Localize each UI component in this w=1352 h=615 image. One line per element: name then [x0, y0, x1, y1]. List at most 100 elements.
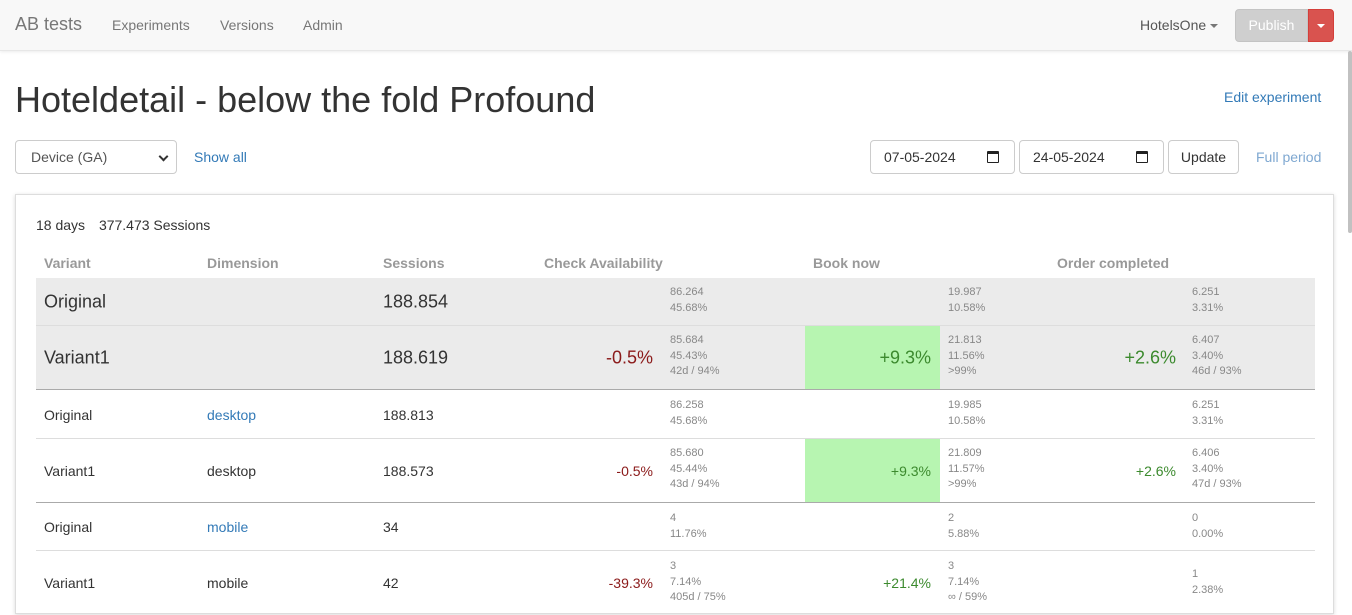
scrollbar[interactable]: [1348, 51, 1352, 233]
oc-count: 6.251: [1192, 286, 1220, 298]
bn-count: 3: [948, 560, 955, 572]
sessions-value: 42: [383, 575, 399, 591]
publish-button[interactable]: Publish: [1235, 9, 1308, 42]
ca-significance: 43d / 94%: [670, 478, 720, 490]
calendar-icon[interactable]: [987, 151, 999, 163]
account-dropdown[interactable]: HotelsOne: [1140, 17, 1219, 33]
ca-count: 85.680: [670, 447, 704, 459]
table-row: Original 188.854 86.264 45.68% 19.987 10.5…: [36, 278, 1315, 326]
header-dimension: Dimension: [207, 255, 279, 271]
update-button[interactable]: Update: [1168, 140, 1239, 174]
nav-versions[interactable]: Versions: [220, 17, 274, 33]
bn-delta: +9.3%: [890, 463, 931, 479]
highlight-cell: [805, 439, 940, 502]
bn-count: 21.809: [948, 447, 982, 459]
caret-down-icon: [1317, 24, 1325, 28]
variant-name: Variant1: [44, 575, 96, 591]
bn-rate: 5.88%: [948, 527, 980, 540]
bn-rate: 11.56%: [948, 349, 985, 362]
row-divider: [36, 389, 1315, 390]
bn-count: 2: [948, 512, 955, 524]
oc-count: 0: [1192, 512, 1199, 524]
oc-significance: 46d / 93%: [1192, 365, 1242, 377]
oc-count: 6.251: [1192, 399, 1220, 411]
ca-stats: 86.258 45.68%: [670, 398, 707, 429]
ca-rate: 7.14%: [670, 575, 702, 588]
dimension-value: mobile: [207, 575, 249, 591]
ca-stats: 85.680 45.44% 43d / 94%: [670, 446, 720, 493]
summary-sessions: 377.473 Sessions: [98, 217, 211, 233]
bn-stats: 21.813 11.56% >99%: [948, 333, 985, 380]
bn-rate: 10.58%: [948, 301, 986, 314]
brand[interactable]: AB tests: [15, 14, 83, 34]
ca-count: 4: [670, 512, 677, 524]
oc-delta: +2.6%: [1124, 347, 1176, 368]
navbar: AB tests Experiments Versions Admin Hote…: [0, 0, 1352, 51]
oc-count: 6.407: [1192, 334, 1220, 346]
oc-stats: 0 0.00%: [1192, 511, 1223, 542]
oc-rate: 3.31%: [1192, 414, 1224, 427]
oc-delta: +2.6%: [1135, 463, 1176, 479]
ca-rate: 45.68%: [670, 301, 708, 314]
header-book-now: Book now: [813, 255, 880, 271]
bn-count: 19.985: [948, 399, 982, 411]
oc-stats: 6.407 3.40% 46d / 93%: [1192, 333, 1242, 380]
ca-delta: -0.5%: [616, 463, 653, 479]
oc-stats: 1 2.38%: [1192, 567, 1223, 598]
bn-count: 21.813: [948, 334, 982, 346]
ca-count: 86.258: [670, 399, 704, 411]
oc-stats: 6.251 3.31%: [1192, 285, 1223, 316]
ca-stats: 4 11.76%: [670, 511, 707, 542]
dimension-link-desktop[interactable]: desktop: [207, 406, 257, 423]
summary: 18 days 377.473 Sessions: [36, 217, 220, 233]
variant-name: Original: [44, 291, 107, 312]
ca-rate: 45.68%: [670, 414, 708, 427]
dimension-value: desktop: [207, 463, 257, 479]
sessions-value: 188.619: [383, 347, 449, 368]
bn-count: 19.987: [948, 286, 982, 298]
nav-experiments[interactable]: Experiments: [112, 17, 190, 33]
nav-admin[interactable]: Admin: [303, 17, 343, 33]
bn-delta: +21.4%: [883, 575, 931, 591]
ca-rate: 11.76%: [670, 527, 707, 540]
table-row: Variant1 mobile 42 -39.3% 3 7.14% 405d / 7…: [36, 551, 1315, 615]
date-to-input[interactable]: 24-05-2024: [1019, 140, 1164, 174]
show-all-link[interactable]: Show all: [194, 149, 247, 165]
caret-down-icon: [1210, 24, 1219, 29]
header-order-completed: Order completed: [1057, 255, 1170, 271]
sessions-value: 188.573: [383, 463, 434, 479]
sessions-value: 34: [383, 519, 399, 535]
oc-rate: 2.38%: [1192, 583, 1224, 596]
edit-experiment-link[interactable]: Edit experiment: [1224, 89, 1322, 105]
dimension-select[interactable]: Device (GA): [15, 140, 177, 174]
ca-stats: 86.264 45.68%: [670, 285, 707, 316]
dimension-select-value: Device (GA): [31, 149, 108, 165]
chevron-down-icon: [158, 151, 169, 162]
oc-rate: 3.40%: [1192, 349, 1224, 362]
table-row: Variant1 188.619 -0.5% 85.684 45.43% 42d /…: [36, 326, 1315, 390]
ca-significance: 42d / 94%: [670, 365, 720, 377]
publish-dropdown-toggle[interactable]: [1308, 9, 1334, 42]
oc-rate: 3.40%: [1192, 462, 1224, 475]
row-divider: [36, 502, 1315, 503]
header-variant: Variant: [44, 255, 91, 271]
bn-rate: 7.14%: [948, 575, 980, 588]
bn-stats: 3 7.14% ∞ / 59%: [948, 559, 987, 606]
full-period-link[interactable]: Full period: [1256, 149, 1322, 165]
ca-delta: -39.3%: [608, 575, 653, 591]
calendar-icon[interactable]: [1136, 151, 1148, 163]
date-from-value: 07-05-2024: [884, 149, 956, 165]
oc-stats: 6.251 3.31%: [1192, 398, 1223, 429]
dimension-link-mobile[interactable]: mobile: [207, 519, 249, 535]
account-label: HotelsOne: [1140, 17, 1207, 33]
ca-count: 85.684: [670, 334, 704, 346]
date-from-input[interactable]: 07-05-2024: [870, 140, 1015, 174]
header-sessions: Sessions: [383, 255, 445, 271]
oc-significance: 47d / 93%: [1192, 478, 1242, 490]
row-divider: [36, 550, 1315, 551]
variant-name: Variant1: [44, 463, 96, 479]
table-row: Original mobile 34 4 11.76% 2 5.88% 0 0.00%: [36, 503, 1315, 551]
ca-significance: 405d / 75%: [670, 591, 726, 603]
ca-delta: -0.5%: [605, 347, 653, 368]
oc-rate: 3.31%: [1192, 301, 1224, 314]
